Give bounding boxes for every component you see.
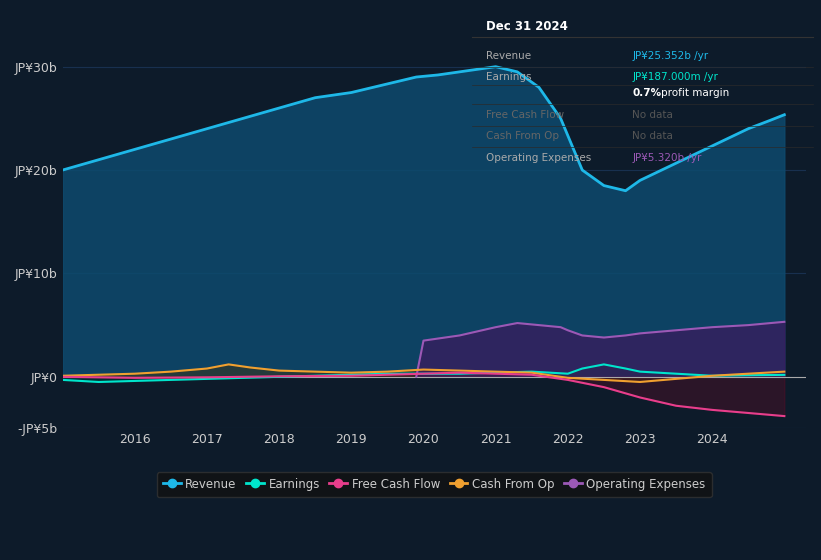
Text: JP¥187.000m /yr: JP¥187.000m /yr	[632, 72, 718, 82]
Text: Revenue: Revenue	[486, 52, 531, 61]
Text: No data: No data	[632, 110, 673, 120]
Text: Dec 31 2024: Dec 31 2024	[486, 20, 567, 32]
Text: Operating Expenses: Operating Expenses	[486, 153, 591, 164]
Text: Earnings: Earnings	[486, 72, 531, 82]
Text: JP¥25.352b /yr: JP¥25.352b /yr	[632, 52, 709, 61]
Legend: Revenue, Earnings, Free Cash Flow, Cash From Op, Operating Expenses: Revenue, Earnings, Free Cash Flow, Cash …	[157, 472, 712, 497]
Text: profit margin: profit margin	[661, 88, 729, 98]
Text: No data: No data	[632, 131, 673, 141]
Text: Cash From Op: Cash From Op	[486, 131, 559, 141]
Text: 0.7%: 0.7%	[632, 88, 662, 98]
Text: JP¥5.320b /yr: JP¥5.320b /yr	[632, 153, 702, 164]
Text: Free Cash Flow: Free Cash Flow	[486, 110, 564, 120]
